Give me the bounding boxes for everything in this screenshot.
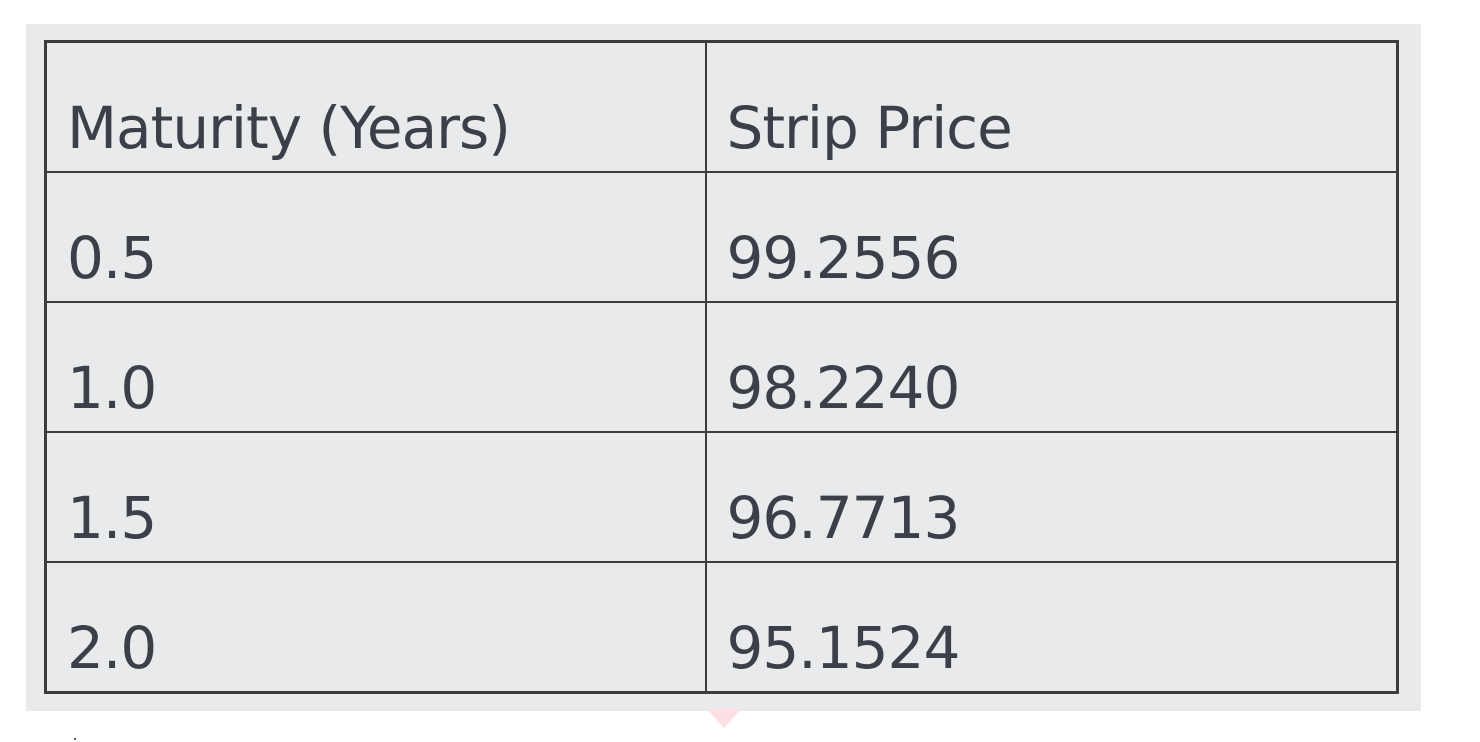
maturity-cell: 0.5 <box>44 171 707 304</box>
table-row: 0.5 99.2556 <box>44 171 1399 304</box>
table-header-row: Maturity (Years) Strip Price <box>44 40 1399 174</box>
maturity-cell: 2.0 <box>44 560 707 694</box>
strip-price-cell: 99.2556 <box>704 171 1399 304</box>
header-strip-price: Strip Price <box>704 40 1399 174</box>
table-row: 1.0 98.2240 <box>44 301 1399 433</box>
stray-dot <box>74 738 76 740</box>
header-maturity: Maturity (Years) <box>44 40 707 174</box>
table-row: 2.0 95.1524 <box>44 560 1399 694</box>
table-row: 1.5 96.7713 <box>44 430 1399 563</box>
pink-triangle-mark <box>706 708 742 728</box>
strip-price-cell: 95.1524 <box>704 560 1399 694</box>
strip-price-cell: 98.2240 <box>704 301 1399 433</box>
maturity-cell: 1.0 <box>44 301 707 433</box>
maturity-cell: 1.5 <box>44 430 707 563</box>
strip-price-table: Maturity (Years) Strip Price 0.5 99.2556… <box>44 40 1399 694</box>
strip-price-cell: 96.7713 <box>704 430 1399 563</box>
